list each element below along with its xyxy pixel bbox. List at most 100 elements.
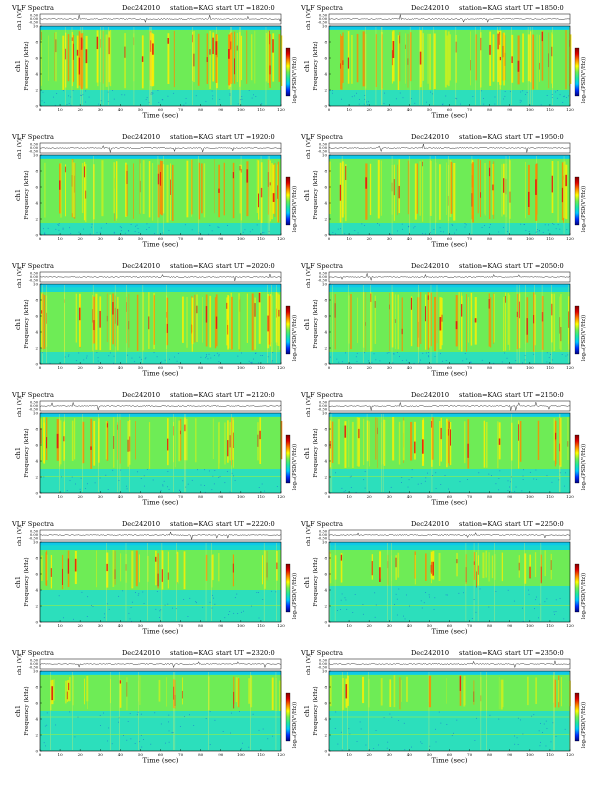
- spectrogram-streak: [128, 293, 130, 348]
- noise-speck: [561, 354, 563, 355]
- full-band-sferic: [114, 285, 116, 363]
- x-tick-label: 90: [507, 623, 513, 628]
- noise-speck: [122, 590, 124, 592]
- spectrogram-streak: [223, 162, 225, 216]
- noise-speck: [105, 223, 107, 224]
- noise-speck: [489, 362, 491, 364]
- spectrogram-peak: [56, 433, 59, 449]
- spectrogram-peak: [258, 193, 259, 208]
- spectrogram-peak: [193, 53, 195, 67]
- full-band-sferic: [497, 27, 498, 105]
- y-tick-label: 10: [33, 410, 39, 415]
- noise-speck: [144, 485, 145, 487]
- noise-speck: [550, 354, 551, 355]
- spectrogram-streak: [142, 292, 144, 351]
- noise-speck: [434, 597, 436, 599]
- noise-speck: [57, 224, 59, 225]
- noise-speck: [521, 100, 522, 102]
- spectrogram-streak: [72, 162, 75, 218]
- spectrogram-streak: [350, 293, 352, 350]
- spectrogram-streak: [414, 421, 416, 460]
- low-frequency-layer: [329, 586, 570, 622]
- ch1-tick-label: 0.30: [30, 272, 39, 276]
- spectrogram-streak: [517, 35, 520, 85]
- spectrogram-streak: [340, 553, 343, 583]
- noise-speck: [159, 610, 161, 612]
- x-tick-label: 120: [277, 107, 285, 112]
- spectrogram-peak: [551, 175, 553, 193]
- noise-speck: [41, 100, 43, 102]
- full-band-sferic: [151, 27, 152, 105]
- spectrogram-streak: [555, 420, 557, 465]
- y-axis-label: Frequency (kHz): [312, 557, 319, 606]
- ch1-waveform: [328, 14, 571, 23]
- noise-speck: [407, 361, 409, 363]
- spectrogram-streak: [269, 160, 271, 222]
- noise-speck: [361, 223, 363, 225]
- noise-speck: [209, 224, 211, 226]
- noise-speck: [155, 608, 157, 610]
- spectrogram-streak: [529, 31, 532, 83]
- noise-speck: [231, 472, 233, 474]
- noise-speck: [568, 95, 569, 97]
- noise-speck: [131, 601, 133, 603]
- noise-speck: [471, 618, 473, 619]
- full-band-sferic: [230, 27, 231, 105]
- noise-speck: [262, 728, 264, 730]
- noise-speck: [523, 469, 524, 471]
- spectrogram-streak: [350, 34, 353, 84]
- full-band-sferic: [271, 285, 272, 363]
- spectrogram-streak: [109, 294, 111, 351]
- noise-speck: [168, 741, 170, 743]
- noise-speck: [145, 99, 147, 101]
- x-tick-label: 120: [277, 494, 285, 499]
- spectrogram-peak: [419, 51, 422, 65]
- noise-speck: [379, 224, 380, 226]
- spectrogram-panel-1950-0: VLF Spectra Dec242010 station=KAG start UT …: [300, 133, 587, 249]
- noise-speck: [402, 97, 404, 99]
- spectrogram-streak: [461, 295, 463, 352]
- full-band-sferic: [419, 27, 421, 105]
- noise-speck: [364, 352, 365, 354]
- full-band-sferic: [97, 414, 99, 492]
- spectrogram-streak: [250, 675, 253, 708]
- full-band-sferic: [494, 543, 495, 621]
- noise-speck: [167, 603, 169, 605]
- spectrogram-streak: [391, 292, 394, 348]
- full-band-sferic: [447, 156, 449, 234]
- y-axis-label: Frequency (kHz): [312, 170, 319, 219]
- noise-speck: [240, 611, 242, 613]
- noise-speck: [209, 601, 211, 603]
- spectrogram-streak: [343, 163, 345, 215]
- spectrogram-peak: [63, 436, 65, 442]
- noise-speck: [514, 491, 516, 492]
- noise-speck: [68, 103, 70, 104]
- full-band-sferic: [332, 285, 333, 363]
- top-cyan-strip: [40, 542, 281, 546]
- full-band-sferic: [192, 27, 193, 105]
- full-band-sferic: [382, 414, 384, 492]
- x-tick-label: 30: [98, 107, 104, 112]
- y-tick-label: 8: [35, 555, 38, 560]
- y-tick-label: 10: [322, 281, 328, 286]
- spectrogram-peak: [232, 432, 234, 448]
- noise-speck: [204, 491, 206, 493]
- spectrogram-streak: [534, 294, 536, 346]
- x-tick-label: 40: [118, 752, 124, 757]
- noise-speck: [251, 362, 253, 364]
- noise-speck: [54, 104, 56, 106]
- noise-speck: [564, 728, 566, 730]
- noise-speck: [373, 353, 375, 355]
- spectrogram-streak: [109, 35, 111, 86]
- x-tick-label: 40: [407, 752, 413, 757]
- ch1-axis-label: ch1 (V): [16, 139, 23, 159]
- noise-speck: [394, 604, 395, 605]
- noise-speck: [118, 717, 120, 719]
- spectrogram-streak: [497, 30, 500, 83]
- noise-speck: [427, 472, 428, 474]
- spectrogram-streak: [471, 163, 473, 220]
- full-band-sferic: [125, 543, 127, 621]
- spectrogram-streak: [191, 297, 194, 345]
- noise-speck: [403, 615, 404, 617]
- noise-speck: [559, 598, 561, 599]
